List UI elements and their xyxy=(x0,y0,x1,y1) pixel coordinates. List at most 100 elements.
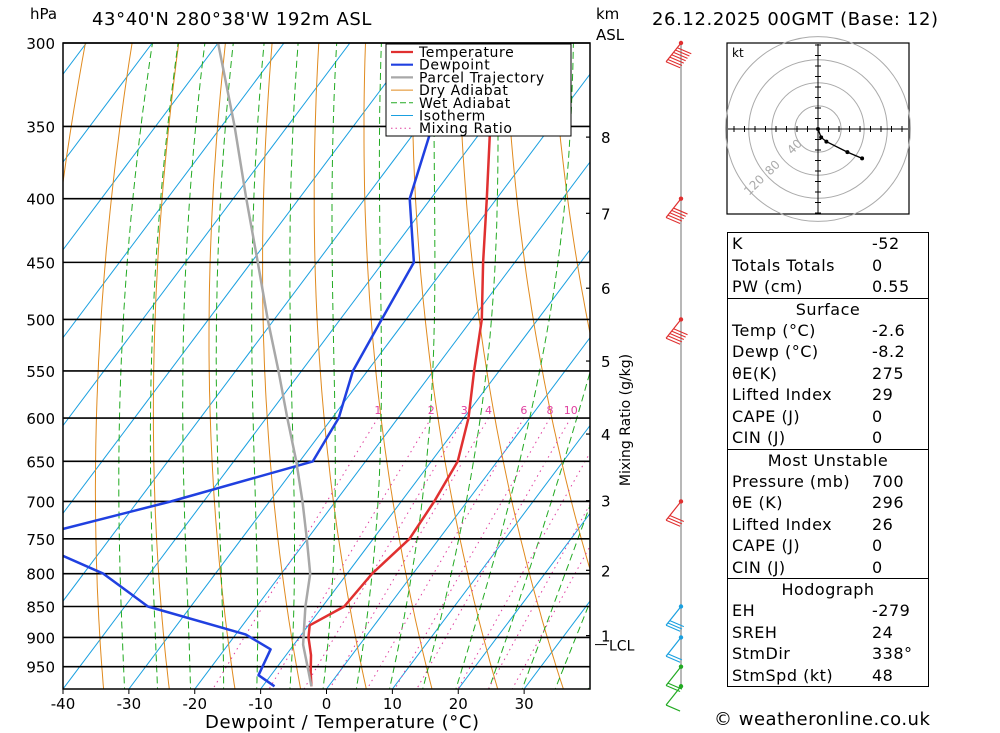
legend-label: Temperature xyxy=(418,45,514,61)
dry-adiabat-line xyxy=(94,43,133,689)
mixing-ratio-label: 15 xyxy=(603,404,617,417)
pressure-tick-label: 550 xyxy=(26,363,55,381)
stat-label: Pressure (mb) xyxy=(732,471,851,491)
mixing-ratio-line xyxy=(511,545,590,689)
asl-label: ASL xyxy=(596,26,625,44)
stat-row: StmDir 338° xyxy=(728,643,928,665)
stat-value: 48 xyxy=(872,665,894,685)
mixing-ratio-line xyxy=(303,417,465,689)
legend-label: Wet Adiabat xyxy=(419,96,511,112)
wet-adiabat-line xyxy=(251,43,265,689)
x-tick-label: 30 xyxy=(515,695,534,713)
stat-row: PW (cm) 0.55 xyxy=(728,276,928,298)
hodograph-point xyxy=(845,150,850,155)
stat-label: StmSpd (kt) xyxy=(732,665,834,685)
wet-adiabat-line xyxy=(422,43,499,689)
stat-label: SREH xyxy=(732,622,778,642)
stat-value: 0 xyxy=(872,557,883,577)
stat-label: Temp (°C) xyxy=(732,320,816,340)
km-tick-label: 7 xyxy=(601,205,611,223)
dewpoint-series xyxy=(63,43,467,688)
temperature-series xyxy=(307,43,502,687)
stats-table: K -52 Totals Totals 0 PW (cm) 0.55 Surface Te… xyxy=(727,232,929,687)
stat-row: Lifted Index 29 xyxy=(728,384,928,406)
dry-adiabat-line xyxy=(972,43,1000,694)
mixing-ratio-label: 1 xyxy=(374,404,381,417)
isotherm-line xyxy=(63,43,482,602)
stat-value: 296 xyxy=(872,493,905,512)
x-tick-label: 10 xyxy=(383,695,402,713)
isotherm-line xyxy=(194,161,590,689)
isotherm-line xyxy=(457,512,590,689)
pressure-tick-label: 450 xyxy=(26,254,55,272)
x-tick-label: 20 xyxy=(449,695,468,713)
legend-box xyxy=(385,43,572,137)
hodograph-ring xyxy=(725,36,911,222)
pressure-tick-label: 350 xyxy=(26,118,55,136)
stat-row: SREH 24 xyxy=(728,622,928,644)
stat-label: Totals Totals xyxy=(732,255,835,275)
stat-row: EH -279 xyxy=(728,600,928,622)
dry-adiabat-line xyxy=(551,43,590,336)
wind-barb xyxy=(665,606,685,632)
parcel-trajectory-series xyxy=(216,43,313,687)
isotherm-line xyxy=(63,43,548,689)
stat-value: 0.55 xyxy=(872,277,910,296)
isotherm-line xyxy=(63,43,417,515)
legend-label: Parcel Trajectory xyxy=(419,70,545,86)
x-tick-label: -20 xyxy=(183,695,208,713)
mixing-ratio-line xyxy=(366,417,525,689)
mixing-ratio-line xyxy=(329,417,489,689)
stats-most-unstable-section: Most Unstable Pressure (mb) 700 θE (K) 296 L… xyxy=(728,448,928,579)
mixing-ratio-label: 6 xyxy=(520,404,527,417)
run-datetime: 26.12.2025 00GMT (Base: 12) xyxy=(652,9,939,30)
stat-label: EH xyxy=(732,601,756,620)
stat-row: Pressure (mb) 700 xyxy=(728,471,928,493)
pressure-tick-label: 650 xyxy=(26,453,55,471)
stats-general-section: K -52 Totals Totals 0 PW (cm) 0.55 xyxy=(728,233,928,298)
mixing-ratio-line xyxy=(416,417,572,689)
km-tick-label: 8 xyxy=(601,129,611,147)
legend-label: Dry Adiabat xyxy=(419,83,509,99)
stat-label: PW (cm) xyxy=(732,277,803,296)
pressure-tick-label: 700 xyxy=(26,493,55,511)
location-title: 43°40'N 280°38'W 192m ASL xyxy=(92,9,373,30)
pressure-tick-label: 850 xyxy=(26,599,55,617)
km-tick-label: 5 xyxy=(601,353,611,371)
stat-label: StmDir xyxy=(732,644,791,663)
hodograph-point xyxy=(860,156,865,161)
most-unstable-title: Most Unstable xyxy=(767,450,889,470)
hodograph-stats-title: Hodograph xyxy=(781,580,875,599)
stat-row: CAPE (J) 0 xyxy=(728,406,928,428)
stat-value: 0 xyxy=(872,406,883,426)
isotherm-line xyxy=(63,43,285,339)
x-tick-label: -30 xyxy=(117,695,142,713)
x-tick-label: -40 xyxy=(51,695,76,713)
pressure-tick-label: 800 xyxy=(26,566,55,584)
dry-adiabat-line xyxy=(363,43,433,689)
stat-row: K -52 xyxy=(728,233,928,255)
credit-link[interactable]: © weatheronline.co.uk xyxy=(714,709,931,730)
km-tick-label: 6 xyxy=(601,280,611,298)
dry-adiabat-line xyxy=(208,43,236,689)
pressure-tick-label: 600 xyxy=(26,410,55,428)
stat-value: 0 xyxy=(872,536,883,555)
stat-label: Lifted Index xyxy=(732,514,833,534)
stat-label: Dewp (°C) xyxy=(732,342,819,361)
hpa-label: hPa xyxy=(30,5,57,23)
stat-value: 0 xyxy=(872,428,883,447)
stat-value: -52 xyxy=(872,234,900,253)
stat-label: CAPE (J) xyxy=(732,536,801,555)
legend-label: Mixing Ratio xyxy=(419,121,513,137)
stat-label: CIN (J) xyxy=(732,428,786,447)
stat-row: θE(K) 275 xyxy=(728,363,928,385)
stat-value: 275 xyxy=(872,363,905,383)
wind-barb xyxy=(665,685,682,712)
stat-row: StmSpd (kt) 48 xyxy=(728,665,928,687)
stat-row: θE (K) 296 xyxy=(728,492,928,514)
stat-value: 338° xyxy=(872,644,913,663)
km-label: km xyxy=(596,5,619,23)
mixing-ratio-label: 4 xyxy=(485,404,492,417)
wet-adiabat-line xyxy=(521,504,590,689)
isotherm-line xyxy=(63,43,351,427)
